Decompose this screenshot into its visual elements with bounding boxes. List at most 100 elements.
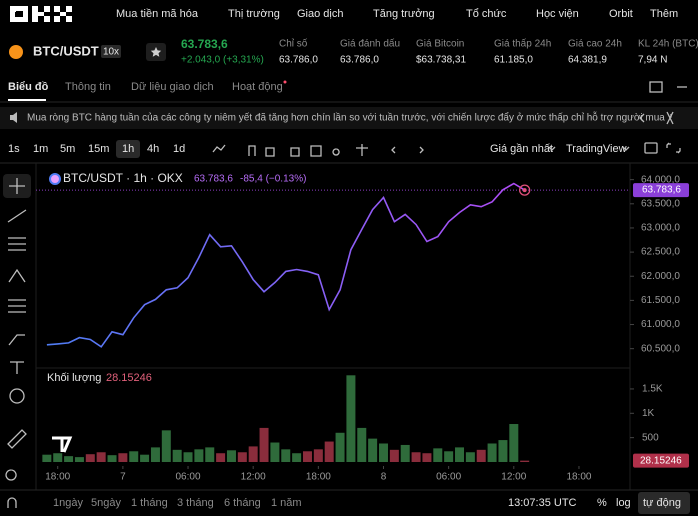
volume-bar xyxy=(476,449,486,462)
fullscreen-icon[interactable] xyxy=(666,142,681,154)
stat-value: 61.185,0 xyxy=(494,55,533,66)
volume-bar xyxy=(357,427,367,462)
range[interactable]: 3 tháng xyxy=(177,497,214,509)
ranges: 1ngày 5ngày 1 tháng 3 tháng 6 tháng 1 năm xyxy=(53,497,302,509)
log[interactable]: log xyxy=(616,497,631,509)
stat-value: 63.786,0 xyxy=(279,55,318,66)
volume-bar xyxy=(400,444,410,462)
last-point xyxy=(522,188,527,193)
stat-label: Chỉ số xyxy=(279,38,308,50)
volume-bar xyxy=(313,449,323,462)
volume-bar xyxy=(129,451,139,462)
star-icon xyxy=(150,47,162,57)
nav-item[interactable]: Orbit xyxy=(609,8,633,20)
legend-change: -85,4 (−0.13%) xyxy=(240,174,306,185)
last-point-ring xyxy=(519,184,531,196)
close-icon[interactable] xyxy=(666,111,674,125)
range[interactable]: 1ngày xyxy=(53,497,83,509)
x-tick-label: 18:00 xyxy=(306,472,331,483)
volume-bar xyxy=(378,443,388,462)
volume-bar xyxy=(205,447,215,462)
x-tick-label: 18:00 xyxy=(45,472,70,483)
volume-bar xyxy=(324,441,334,462)
range[interactable]: 1 tháng xyxy=(131,497,168,509)
range[interactable]: 6 tháng xyxy=(224,497,261,509)
volume-tag: 28.15246 xyxy=(640,455,682,466)
price-tag-bg xyxy=(633,183,689,198)
volume-bar xyxy=(53,453,63,462)
volume-bar xyxy=(96,452,106,462)
interval[interactable]: 15m xyxy=(88,143,109,155)
price-tag: 63.783,6 xyxy=(642,185,681,196)
volume-bar xyxy=(226,450,236,462)
leverage: 10x xyxy=(103,47,119,58)
tab[interactable]: Hoạt động xyxy=(232,81,283,93)
volume-tick-label: 500 xyxy=(642,432,659,443)
nav-item[interactable]: Học viện xyxy=(536,8,579,20)
nav-item[interactable]: Giao dịch xyxy=(297,8,343,20)
drawing-tools xyxy=(3,174,31,508)
x-tick-label: 18:00 xyxy=(566,472,591,483)
volume-bar xyxy=(248,446,258,462)
interval[interactable]: 5m xyxy=(60,143,75,155)
nav: Mua tiền mã hóa Thị trường Giao dịch Tăn… xyxy=(116,8,678,20)
volume-bar xyxy=(411,452,421,462)
percent[interactable]: % xyxy=(597,497,607,509)
nav-item[interactable]: Tổ chức xyxy=(466,8,507,20)
x-tick-label: 12:00 xyxy=(501,472,526,483)
volume-bar xyxy=(172,449,182,462)
toolbar-icons xyxy=(212,144,424,157)
interval[interactable]: 1d xyxy=(173,143,185,155)
dot xyxy=(283,80,287,84)
tabs: Biểu đồ Thông tin Dữ liệu giao dịch Hoạt… xyxy=(8,80,687,101)
price-source[interactable]: Giá gần nhất xyxy=(490,143,553,155)
volume-bar xyxy=(281,449,291,462)
auto-bg xyxy=(638,492,690,514)
volume-bar xyxy=(118,453,128,462)
logo[interactable] xyxy=(10,6,72,22)
camera-icon[interactable] xyxy=(644,142,658,154)
change: +2.043,0 (+3,31%) xyxy=(181,55,264,66)
stat-label: Giá thấp 24h xyxy=(494,38,551,50)
interval[interactable]: 1h xyxy=(122,143,134,155)
leverage-box xyxy=(101,45,121,58)
volume-bar xyxy=(85,454,95,462)
auto[interactable]: tự động xyxy=(643,497,681,509)
y-tick-label: 60.500,0 xyxy=(641,343,680,354)
interval[interactable]: 4h xyxy=(147,143,159,155)
interval[interactable]: 1s xyxy=(8,143,20,155)
y-tick-label: 63.500,0 xyxy=(641,198,680,209)
volume-bar xyxy=(389,449,399,462)
nav-item[interactable]: Thêm xyxy=(650,8,678,20)
volume-bar xyxy=(237,452,247,462)
tab-underline xyxy=(8,99,46,101)
tab[interactable]: Dữ liệu giao dịch xyxy=(131,81,214,93)
banner[interactable]: Mua ròng BTC hàng tuần của các công ty n… xyxy=(27,111,665,124)
pair[interactable]: BTC/USDT xyxy=(33,43,99,58)
nav-item[interactable]: Tăng trưởng xyxy=(373,8,435,20)
volume-bar xyxy=(465,452,475,462)
layout-icon[interactable] xyxy=(649,81,663,93)
nav-item[interactable]: Thị trường xyxy=(228,8,280,20)
nav-item[interactable]: Mua tiền mã hóa xyxy=(116,8,199,20)
volume-bar xyxy=(368,438,378,462)
tab[interactable]: Thông tin xyxy=(65,81,111,93)
volume-bar xyxy=(140,454,150,462)
interval[interactable]: 1m xyxy=(33,143,48,155)
stat-value: $63.738,31 xyxy=(416,55,466,66)
volume-bar xyxy=(422,453,432,462)
range[interactable]: 1 năm xyxy=(271,497,302,509)
tab[interactable]: Biểu đồ xyxy=(8,81,49,93)
x-tick-label: 06:00 xyxy=(436,472,461,483)
volume-bar xyxy=(487,443,497,462)
stat-label: Giá Bitcoin xyxy=(416,39,464,50)
provider[interactable]: TradingView xyxy=(566,143,627,155)
stat-value: 63.786,0 xyxy=(340,55,379,66)
volume-bar xyxy=(150,447,160,462)
volume-bar xyxy=(194,449,204,462)
volume-bar xyxy=(74,457,84,462)
stat-value: 7,94 N xyxy=(638,55,667,66)
range[interactable]: 5ngày xyxy=(91,497,121,509)
symbol-icon xyxy=(49,173,61,185)
